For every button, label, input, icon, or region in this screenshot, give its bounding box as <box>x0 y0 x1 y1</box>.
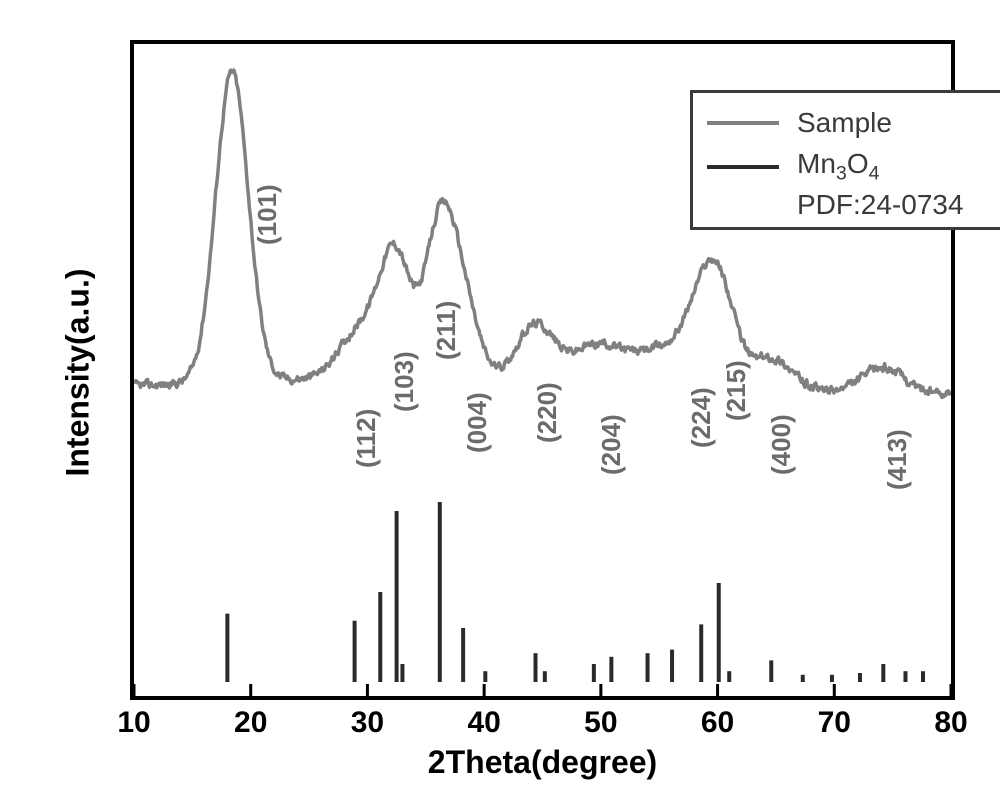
legend-swatch <box>707 165 779 169</box>
x-tick-label: 20 <box>221 706 281 740</box>
legend-item: Mn3O4 <box>707 145 1000 189</box>
chart-wrap: Intensity(a.u.) 2Theta(degree) Sample Mn3… <box>0 0 1000 795</box>
legend-label: Mn3O4 <box>797 148 880 186</box>
peak-label: (101) <box>252 184 283 245</box>
peak-label: (220) <box>532 382 563 443</box>
peak-label: (211) <box>431 301 462 360</box>
peak-label: (224) <box>686 387 717 448</box>
y-axis-label: Intensity(a.u.) <box>60 43 97 703</box>
x-tick-label: 40 <box>454 706 514 740</box>
x-tick-label: 60 <box>688 706 748 740</box>
x-tick-label: 70 <box>804 706 864 740</box>
peak-label: (112) <box>351 409 382 468</box>
legend-swatch <box>707 121 779 125</box>
peak-label: (215) <box>721 360 752 421</box>
legend-label: Sample <box>797 107 892 139</box>
x-tick-label: 50 <box>571 706 631 740</box>
x-tick-label: 10 <box>104 706 164 740</box>
peak-label: (004) <box>462 392 493 453</box>
x-tick-label: 30 <box>337 706 397 740</box>
legend: Sample Mn3O4PDF:24-0734 <box>690 90 1000 230</box>
x-tick-label: 80 <box>921 706 981 740</box>
legend-item: Sample <box>707 101 1000 145</box>
x-axis-label: 2Theta(degree) <box>130 744 955 781</box>
peak-label: (413) <box>882 429 913 490</box>
peak-label: (400) <box>766 414 797 475</box>
legend-extra-line: PDF:24-0734 <box>797 189 1000 221</box>
peak-label: (103) <box>389 351 420 412</box>
peak-label: (204) <box>596 414 627 475</box>
